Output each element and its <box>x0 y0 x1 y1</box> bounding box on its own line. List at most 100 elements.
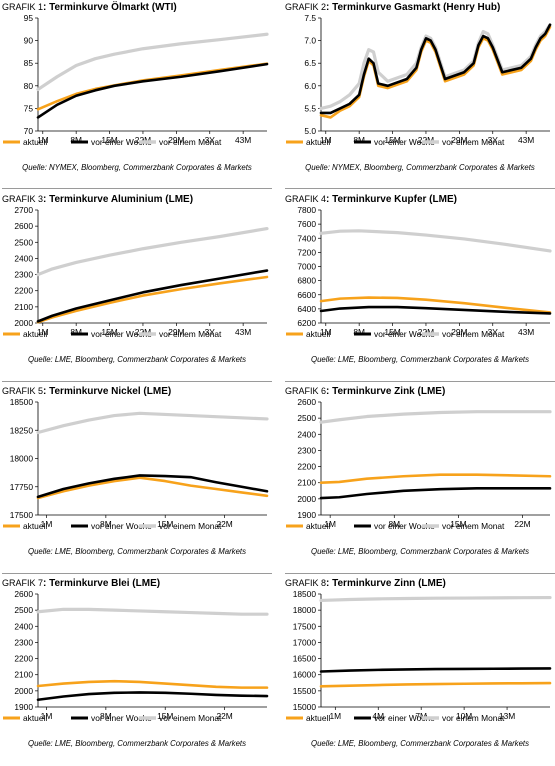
y-tick-label: 2200 <box>14 286 33 296</box>
chart-source: Quelle: LME, Bloomberg, Commerzbank Corp… <box>311 739 529 748</box>
series-line-vor-einem-monat <box>36 607 269 616</box>
row-separator <box>285 381 555 382</box>
chart-source: Quelle: LME, Bloomberg, Commerzbank Corp… <box>311 547 529 556</box>
chart-title: GRAFIK 6: Terminkurve Zink (LME) <box>285 386 445 397</box>
x-tick-label: 15M <box>157 711 173 721</box>
y-tick-label: 1900 <box>297 510 316 520</box>
y-tick-label: 7.0 <box>304 36 316 46</box>
chart-title: GRAFIK 8: Terminkurve Zinn (LME) <box>285 578 446 589</box>
chart-svg: GRAFIK 5: Terminkurve Nickel (LME) 17500 1… <box>2 386 269 556</box>
series-line-vor-einer-woche <box>319 667 552 673</box>
y-tick-label: 2000 <box>14 686 33 696</box>
x-tick-label: 1M <box>324 519 336 529</box>
legend-label-woche: vor einer Woche <box>91 137 152 147</box>
y-tick-label: 7600 <box>297 219 316 229</box>
chart-panel-8: GRAFIK 8: Terminkurve Zinn (LME) 15000 155… <box>285 576 555 766</box>
y-tick-label: 2600 <box>297 397 316 407</box>
x-tick-label: 13M <box>499 711 515 721</box>
row-separator <box>285 188 555 189</box>
legend-label-monat: vor einem Monat <box>442 713 505 723</box>
x-tick-label: 8M <box>100 711 112 721</box>
series-line-vor-einer-woche <box>319 305 552 315</box>
x-tick-label: 15M <box>450 519 466 529</box>
x-tick-label: 22M <box>418 135 434 145</box>
series-line-vor-einem-monat <box>36 411 269 435</box>
chart-svg: GRAFIK 8: Terminkurve Zinn (LME) 15000 155… <box>285 578 552 748</box>
y-tick-label: 75 <box>24 103 34 113</box>
legend-label-monat: vor einem Monat <box>159 713 222 723</box>
x-tick-label: 10M <box>456 711 472 721</box>
legend-label-monat: vor einem Monat <box>159 137 222 147</box>
legend-label-woche: vor einer Woche <box>374 329 435 339</box>
chart-number: GRAFIK 5 <box>2 386 43 396</box>
y-tick-label: 2300 <box>14 270 33 280</box>
series-line-vor-einer-woche <box>36 474 269 499</box>
chart-title-text: : Terminkurve Zinn (LME) <box>326 578 446 589</box>
y-tick-label: 2500 <box>14 237 33 247</box>
y-tick-label: 2400 <box>14 621 33 631</box>
y-tick-label: 17500 <box>293 621 317 631</box>
y-tick-label: 85 <box>24 58 34 68</box>
legend-label-monat: vor einem Monat <box>159 329 222 339</box>
y-tick-label: 90 <box>24 36 34 46</box>
x-tick-label: 22M <box>216 519 232 529</box>
x-tick-label: 29M <box>451 327 467 337</box>
chart-source: Quelle: LME, Bloomberg, Commerzbank Corp… <box>311 355 529 364</box>
legend-label-monat: vor einem Monat <box>442 137 505 147</box>
series-line-aktuell <box>319 296 552 314</box>
y-tick-label: 17500 <box>10 510 34 520</box>
chart-title: GRAFIK 1: Terminkurve Ölmarkt (WTI) <box>2 0 177 13</box>
legend-label-woche: vor einer Woche <box>91 521 152 531</box>
legend-label-aktuell: aktuell <box>306 329 330 339</box>
series-line-vor-einer-woche <box>319 23 552 115</box>
y-tick-label: 6400 <box>297 304 316 314</box>
chart-source: Quelle: LME, Bloomberg, Commerzbank Corp… <box>28 547 246 556</box>
y-tick-label: 18500 <box>293 589 317 599</box>
chart-title-text: : Terminkurve Kupfer (LME) <box>326 194 457 205</box>
series-line-vor-einem-monat <box>36 226 269 277</box>
row-separator <box>2 573 272 574</box>
y-tick-label: 17750 <box>10 482 34 492</box>
legend-label-aktuell: aktuell <box>23 329 47 339</box>
legend-label-aktuell: aktuell <box>306 521 330 531</box>
series-line-aktuell <box>36 275 269 324</box>
chart-svg: GRAFIK 3: Terminkurve Aluminium (LME) 200… <box>2 194 269 364</box>
chart-number: GRAFIK 2 <box>285 2 326 12</box>
x-tick-label: 15M <box>384 327 400 337</box>
chart-title-text: : Terminkurve Aluminium (LME) <box>43 194 193 205</box>
series-line-vor-einem-monat <box>319 595 552 603</box>
x-tick-label: 29M <box>168 327 184 337</box>
series-line-aktuell <box>319 473 552 485</box>
y-tick-label: 2700 <box>14 205 33 215</box>
legend-label-aktuell: aktuell <box>23 137 47 147</box>
x-tick-label: 8M <box>70 327 82 337</box>
chart-svg: GRAFIK 6: Terminkurve Zink (LME) 1900 2000… <box>285 386 552 556</box>
y-tick-label: 2300 <box>297 445 316 455</box>
chart-title: GRAFIK 5: Terminkurve Nickel (LME) <box>2 386 171 397</box>
legend-label-woche: vor einer Woche <box>374 713 435 723</box>
x-tick-label: 3Y <box>488 135 499 145</box>
x-tick-label: 7M <box>415 711 427 721</box>
x-tick-label: 1M <box>320 135 332 145</box>
row-separator <box>2 381 272 382</box>
x-tick-label: 8M <box>353 135 365 145</box>
series-line-vor-einer-woche <box>36 62 269 119</box>
chart-panel-4: GRAFIK 4: Terminkurve Kupfer (LME) 6200 64… <box>285 192 555 382</box>
chart-title: GRAFIK 2: Terminkurve Gasmarkt (Henry Hu… <box>285 2 500 13</box>
x-tick-label: 1M <box>41 711 53 721</box>
y-tick-label: 17000 <box>293 637 317 647</box>
y-tick-label: 2100 <box>297 478 316 488</box>
x-tick-label: 22M <box>135 327 151 337</box>
y-tick-label: 2300 <box>14 637 33 647</box>
chart-title-text: : Terminkurve Gasmarkt (Henry Hub) <box>326 2 500 13</box>
chart-svg: GRAFIK 1: Terminkurve Ölmarkt (WTI) 70 75 8… <box>2 0 269 172</box>
y-tick-label: 7000 <box>297 262 316 272</box>
x-tick-label: 29M <box>168 135 184 145</box>
x-tick-label: 3Y <box>205 327 216 337</box>
y-tick-label: 2400 <box>14 253 33 263</box>
x-tick-label: 43M <box>518 327 534 337</box>
y-tick-label: 18500 <box>10 397 34 407</box>
series-line-vor-einem-monat <box>36 32 269 92</box>
chart-panel-3: GRAFIK 3: Terminkurve Aluminium (LME) 200… <box>2 192 272 382</box>
series-line-vor-einer-woche <box>319 487 552 500</box>
